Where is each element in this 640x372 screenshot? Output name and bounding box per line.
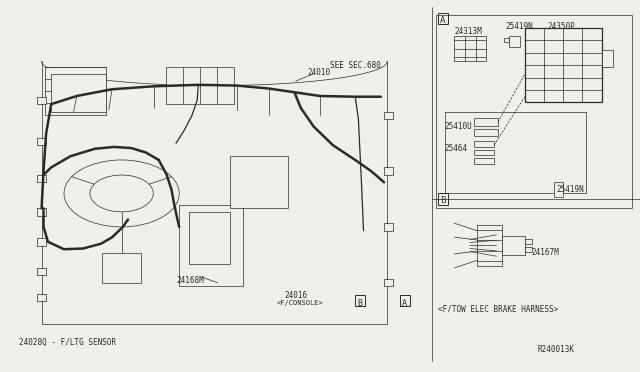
Text: B: B <box>440 196 445 205</box>
Text: 25464: 25464 <box>445 144 468 153</box>
Text: 24313M: 24313M <box>454 27 482 36</box>
Text: 24350P: 24350P <box>547 22 575 31</box>
Bar <box>525 28 602 102</box>
Text: B: B <box>357 299 362 308</box>
Text: 24016: 24016 <box>285 291 308 300</box>
Bar <box>525 239 532 244</box>
Bar <box>474 158 494 164</box>
Text: R240013K: R240013K <box>538 345 575 354</box>
Bar <box>438 13 448 24</box>
Bar <box>554 182 563 197</box>
Bar <box>602 50 613 67</box>
Bar <box>502 236 525 255</box>
Bar <box>37 268 46 275</box>
Bar <box>355 295 365 306</box>
Bar <box>384 167 393 175</box>
Bar <box>504 38 509 42</box>
Bar <box>37 294 46 301</box>
Text: 25419N: 25419N <box>506 22 533 31</box>
Bar <box>400 295 410 306</box>
Text: 25419N: 25419N <box>557 185 584 194</box>
Bar <box>37 208 46 216</box>
Text: A: A <box>402 299 407 308</box>
Bar <box>189 212 230 264</box>
Bar <box>509 36 520 47</box>
Bar <box>102 253 141 283</box>
Bar <box>230 156 288 208</box>
Text: 24010: 24010 <box>307 68 330 77</box>
Bar <box>474 150 494 155</box>
Bar <box>45 67 106 115</box>
Bar <box>37 138 46 145</box>
Text: 24028Q - F/LTG SENSOR: 24028Q - F/LTG SENSOR <box>19 338 116 347</box>
Bar <box>384 279 393 286</box>
Bar <box>179 205 243 286</box>
Bar <box>477 225 502 266</box>
Bar <box>438 193 448 205</box>
Bar <box>51 74 106 112</box>
Text: A: A <box>440 16 445 25</box>
Bar <box>37 238 46 246</box>
Text: <F/CONSOLE>: <F/CONSOLE> <box>277 300 324 306</box>
Bar <box>454 36 486 61</box>
Bar <box>525 247 532 252</box>
Bar <box>166 67 234 104</box>
Bar <box>474 118 498 126</box>
Bar <box>37 175 46 182</box>
Text: 24168M: 24168M <box>176 276 204 285</box>
Bar <box>436 15 632 208</box>
Bar <box>445 112 586 193</box>
Bar <box>384 223 393 231</box>
Text: 24167M: 24167M <box>531 248 559 257</box>
Text: SEE SEC.680: SEE SEC.680 <box>330 61 380 70</box>
Text: 25410U: 25410U <box>445 122 472 131</box>
Bar <box>474 141 494 147</box>
Bar <box>474 129 498 136</box>
Bar <box>384 112 393 119</box>
Text: <F/TOW ELEC BRAKE HARNESS>: <F/TOW ELEC BRAKE HARNESS> <box>438 304 559 313</box>
Bar <box>37 97 46 104</box>
